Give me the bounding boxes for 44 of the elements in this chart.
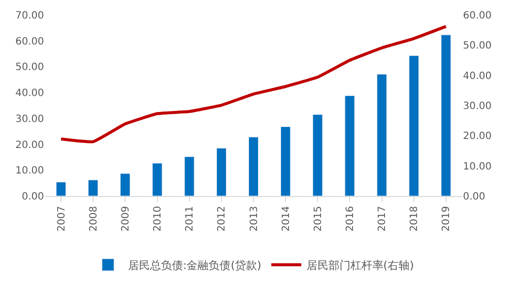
bar bbox=[184, 156, 194, 196]
y-tick-label: 40.00 bbox=[15, 88, 44, 100]
bar bbox=[440, 34, 452, 196]
x-tick-label: 2015 bbox=[312, 206, 324, 232]
y-tick-label: 0.00 bbox=[22, 192, 44, 202]
y-tick-label: 50.00 bbox=[15, 62, 44, 74]
x-tick-label: 2019 bbox=[441, 206, 452, 232]
x-tick-label: 2014 bbox=[280, 206, 292, 232]
x-tick-label: 2009 bbox=[120, 206, 132, 232]
y2-tick-label: 40.00 bbox=[463, 70, 492, 82]
bar bbox=[376, 74, 387, 196]
bar bbox=[88, 180, 98, 196]
bar bbox=[312, 114, 323, 196]
bar bbox=[280, 126, 291, 196]
legend-label: 居民部门杠杆率(右轴) bbox=[306, 259, 414, 272]
bar bbox=[216, 148, 226, 196]
bar bbox=[248, 136, 259, 196]
y2-tick-label: 0.00 bbox=[463, 192, 486, 202]
x-tick-label: 2011 bbox=[184, 206, 196, 232]
x-tick-label: 2013 bbox=[248, 206, 260, 232]
y2-tick-label: 50.00 bbox=[463, 40, 492, 52]
y-tick-label: 60.00 bbox=[15, 36, 44, 48]
y-tick-label: 20.00 bbox=[15, 140, 44, 151]
y2-tick-label: 20.00 bbox=[463, 131, 492, 142]
x-tick-label: 2010 bbox=[152, 206, 164, 232]
legend-label: 居民总负债:金融负债(贷款) bbox=[128, 259, 262, 272]
line-series bbox=[60, 24, 448, 144]
x-tick-label: 2017 bbox=[377, 206, 388, 232]
y2-tick-label: 30.00 bbox=[463, 101, 492, 112]
x-tick-label: 2016 bbox=[344, 206, 356, 232]
bar bbox=[408, 55, 419, 196]
x-tick-label: 2008 bbox=[88, 206, 100, 232]
bar bbox=[56, 182, 66, 196]
y-tick-label: 70.00 bbox=[15, 10, 44, 22]
y2-tick-label: 10.00 bbox=[463, 161, 492, 172]
y2-tick-label: 60.00 bbox=[463, 10, 492, 22]
x-tick-label: 2018 bbox=[409, 206, 420, 232]
x-tick-label: 2012 bbox=[216, 206, 228, 232]
x-tick-label: 2007 bbox=[56, 206, 68, 232]
bar bbox=[344, 95, 355, 196]
y-tick-label: 10.00 bbox=[15, 166, 44, 177]
bar bbox=[120, 173, 130, 196]
bar bbox=[152, 162, 162, 196]
y-tick-label: 30.00 bbox=[15, 114, 44, 125]
